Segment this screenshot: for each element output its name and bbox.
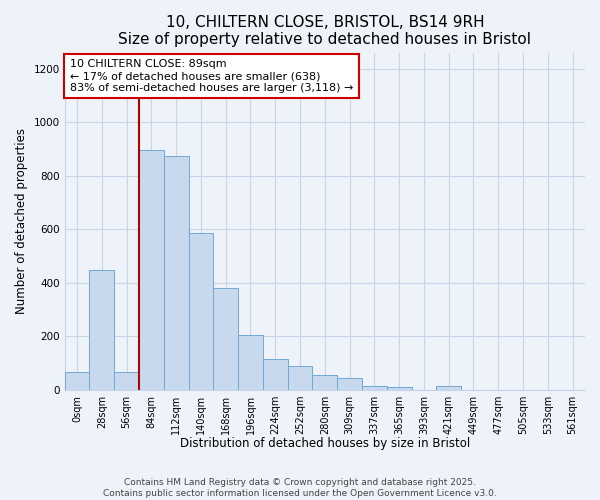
Bar [436,386,461,390]
Bar [139,150,164,390]
Y-axis label: Number of detached properties: Number of detached properties [15,128,28,314]
Bar [164,156,188,390]
Title: 10, CHILTERN CLOSE, BRISTOL, BS14 9RH
Size of property relative to detached hous: 10, CHILTERN CLOSE, BRISTOL, BS14 9RH Si… [118,15,532,48]
Text: Contains HM Land Registry data © Crown copyright and database right 2025.
Contai: Contains HM Land Registry data © Crown c… [103,478,497,498]
Bar [214,288,238,390]
Bar [387,387,412,390]
X-axis label: Distribution of detached houses by size in Bristol: Distribution of detached houses by size … [180,437,470,450]
Bar [263,359,287,390]
Bar [337,378,362,390]
Bar [238,335,263,390]
Bar [65,372,89,390]
Bar [188,234,214,390]
Bar [114,372,139,390]
Bar [362,386,387,390]
Bar [313,375,337,390]
Text: 10 CHILTERN CLOSE: 89sqm
← 17% of detached houses are smaller (638)
83% of semi-: 10 CHILTERN CLOSE: 89sqm ← 17% of detach… [70,60,353,92]
Bar [287,366,313,390]
Bar [89,270,114,390]
